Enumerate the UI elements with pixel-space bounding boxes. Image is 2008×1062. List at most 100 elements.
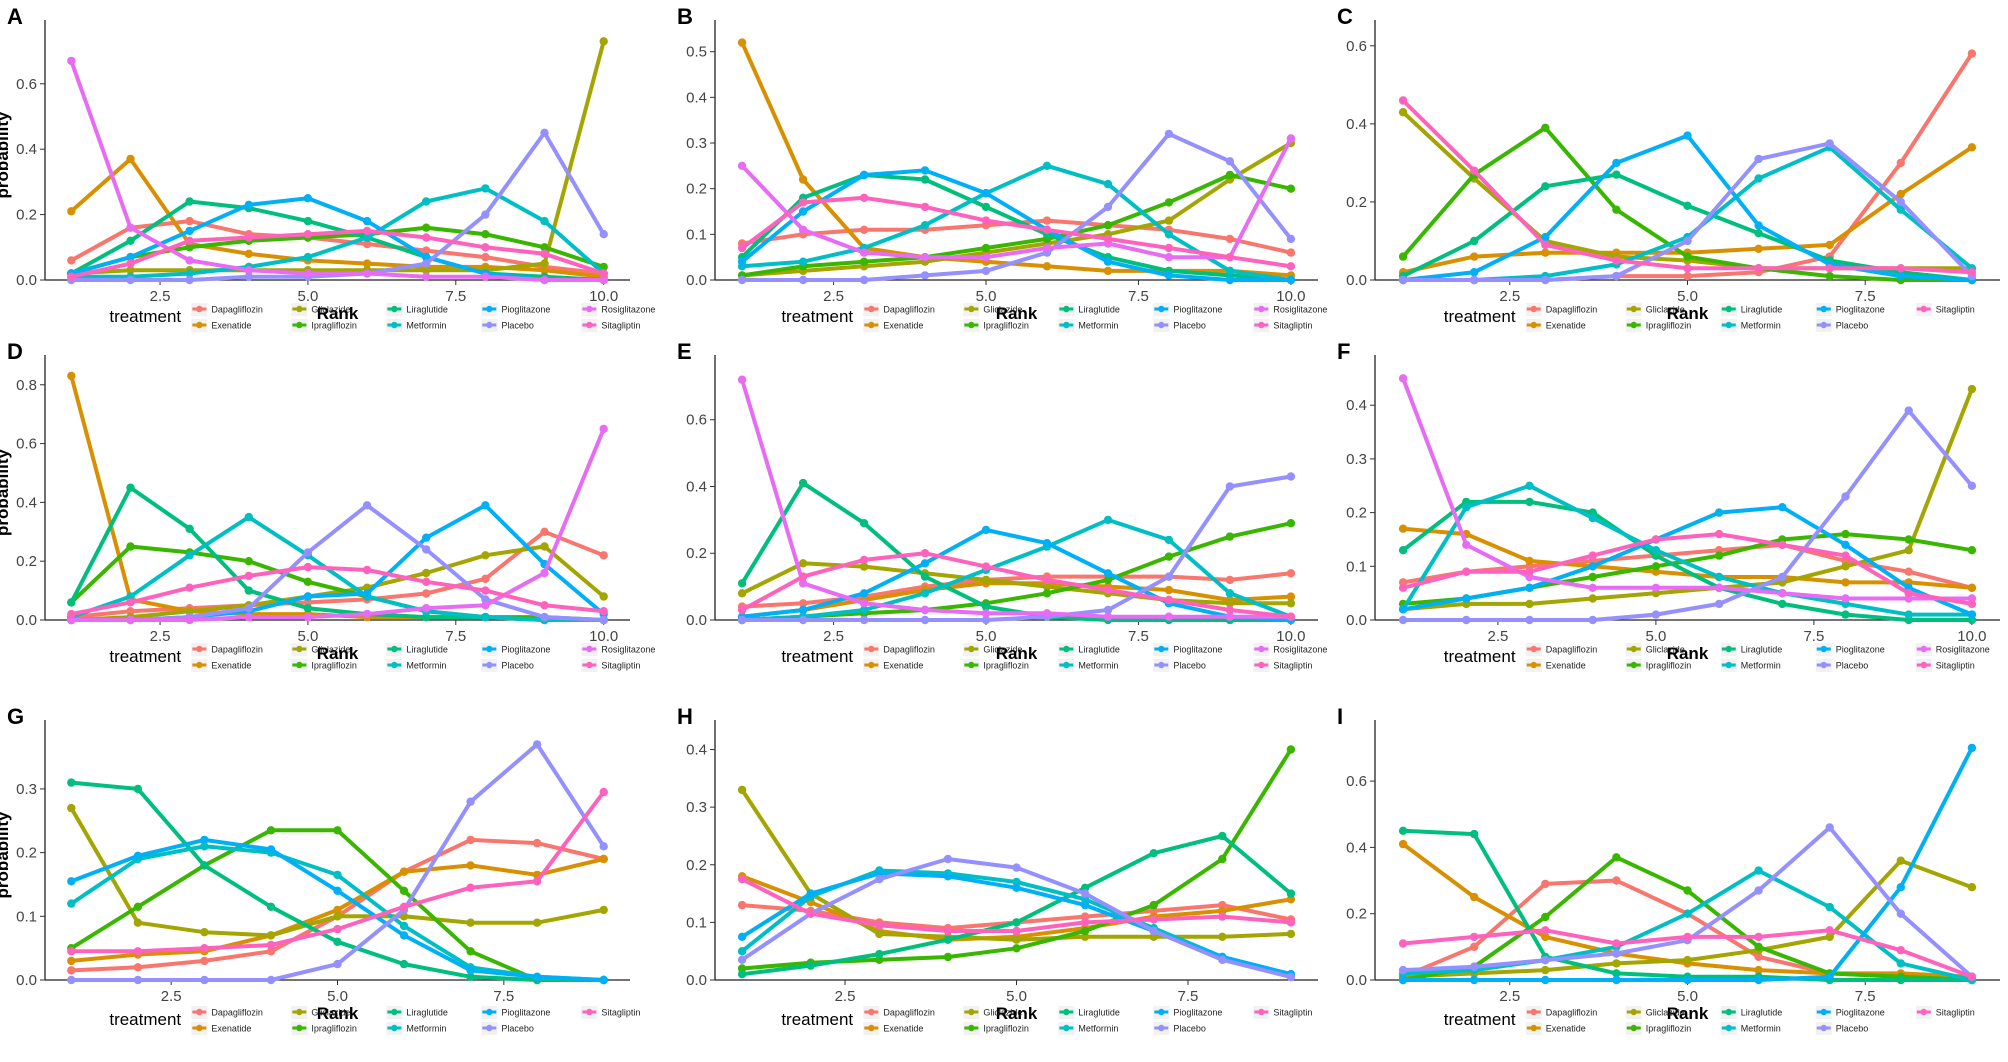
data-point <box>185 524 194 533</box>
y-tick-label: 0.0 <box>686 972 707 989</box>
data-point <box>333 937 342 946</box>
data-point <box>422 568 431 578</box>
legend-item: Gliclazide <box>291 1006 350 1019</box>
legend-label: Liraglutide <box>1078 1008 1120 1018</box>
data-point <box>1778 572 1787 582</box>
data-point <box>920 271 930 280</box>
data-point <box>859 248 869 257</box>
legend-label: Ipragliflozin <box>1646 1024 1692 1034</box>
data-point <box>540 128 549 137</box>
legend-label: Pioglitazone <box>1836 305 1885 315</box>
legend-label: Ipragliflozin <box>983 1024 1029 1034</box>
data-point <box>1398 615 1408 625</box>
data-point <box>1012 883 1021 892</box>
x-tick-label: 7.5 <box>1128 288 1149 305</box>
y-tick-label: 0.0 <box>1346 972 1367 989</box>
data-point <box>1612 969 1621 978</box>
data-point <box>540 249 549 258</box>
data-point <box>1470 236 1479 246</box>
data-point <box>798 579 808 588</box>
data-point <box>737 257 747 266</box>
series-line-metformin <box>69 186 606 279</box>
data-point <box>1225 170 1235 180</box>
legend-item: Ipragliflozin <box>963 1022 1029 1035</box>
panel-d: D 0.0 0.2 0.4 0.6 0.8 2.5 5.0 7.5 10.0 Rank probabi… <box>0 339 655 672</box>
series-line-gliclazide <box>740 141 1293 278</box>
data-point <box>532 838 542 848</box>
panel-c: C 0.0 0.2 0.4 0.6 2.5 5.0 7.5 Rank treatment Dapag… <box>1337 4 2000 332</box>
data-point <box>1103 585 1113 595</box>
data-point <box>466 947 475 956</box>
legend-key-point <box>1820 305 1827 313</box>
series-line-sitagliptin <box>69 228 606 279</box>
data-point <box>126 223 135 232</box>
series-line-exenatide <box>740 40 1293 278</box>
data-point <box>362 589 372 598</box>
data-point <box>1398 252 1408 261</box>
x-tick-label: 2.5 <box>1499 288 1520 305</box>
data-point <box>1683 886 1692 895</box>
data-point <box>1398 939 1408 948</box>
legend-item: Exenatide <box>863 1022 923 1035</box>
data-point <box>126 483 135 492</box>
legend-item: Dapagliflozin <box>863 643 935 656</box>
data-point <box>244 266 253 275</box>
data-point <box>1825 972 1834 981</box>
data-point <box>540 243 549 252</box>
panel-h: H 0.0 0.1 0.2 0.3 0.4 2.5 5.0 7.5 Rank treatment Da… <box>677 704 1318 1035</box>
data-point <box>981 525 991 535</box>
data-point <box>466 883 475 892</box>
legend-item: Exenatide <box>863 659 923 672</box>
data-point <box>1967 49 1977 58</box>
legend-label: Liraglutide <box>1741 1008 1783 1018</box>
y-tick-label: 0.0 <box>16 612 37 629</box>
data-point <box>1470 166 1479 175</box>
data-point <box>126 607 135 616</box>
series-ipragliflozin <box>1398 853 1977 985</box>
data-point <box>244 604 253 613</box>
data-point <box>981 202 991 212</box>
data-point <box>133 918 143 927</box>
legend-item: Metformin <box>1720 319 1781 332</box>
data-point <box>67 947 76 956</box>
data-point <box>1225 275 1235 285</box>
legend-item: Gliclazide <box>1625 643 1685 656</box>
legend-label: Rosiglitazone <box>1273 645 1327 655</box>
x-tick-label: 10.0 <box>589 628 618 645</box>
data-point <box>1588 572 1597 582</box>
data-point <box>737 243 747 253</box>
data-point <box>185 243 194 252</box>
data-point <box>920 589 930 598</box>
y-tick-label: 0.1 <box>686 914 707 931</box>
legend-label: Placebo <box>1836 321 1869 331</box>
x-tick-label: 5.0 <box>297 288 318 305</box>
data-point <box>1525 567 1534 576</box>
legend-label: Liraglutide <box>406 305 448 315</box>
data-point <box>185 269 194 278</box>
legend-label: Ipragliflozin <box>983 321 1029 331</box>
legend-key-point <box>1063 1024 1070 1032</box>
legend-label: Ipragliflozin <box>311 1024 357 1034</box>
data-point <box>1398 374 1408 383</box>
data-point <box>1754 154 1763 164</box>
series-line-sitagliptin <box>1401 532 1974 606</box>
data-point <box>1651 535 1661 544</box>
legend-title: treatment <box>781 1010 853 1029</box>
series-line-liraglutide <box>1401 499 1974 622</box>
x-tick-label: 5.0 <box>327 988 348 1005</box>
legend-key-point <box>196 305 203 313</box>
legend-title: treatment <box>781 647 853 666</box>
legend-key-point <box>196 645 203 653</box>
legend-key-point <box>486 321 493 329</box>
data-point <box>532 877 542 886</box>
series-line-exenatide <box>69 157 606 279</box>
data-point <box>185 615 194 625</box>
data-point <box>1612 158 1621 168</box>
data-point <box>1286 918 1296 927</box>
series-placebo <box>1398 139 1977 285</box>
data-point <box>1470 829 1479 839</box>
data-point <box>859 519 869 528</box>
data-point <box>1841 551 1850 560</box>
legend-key-point <box>391 1024 398 1032</box>
legend-key-point <box>196 661 203 669</box>
